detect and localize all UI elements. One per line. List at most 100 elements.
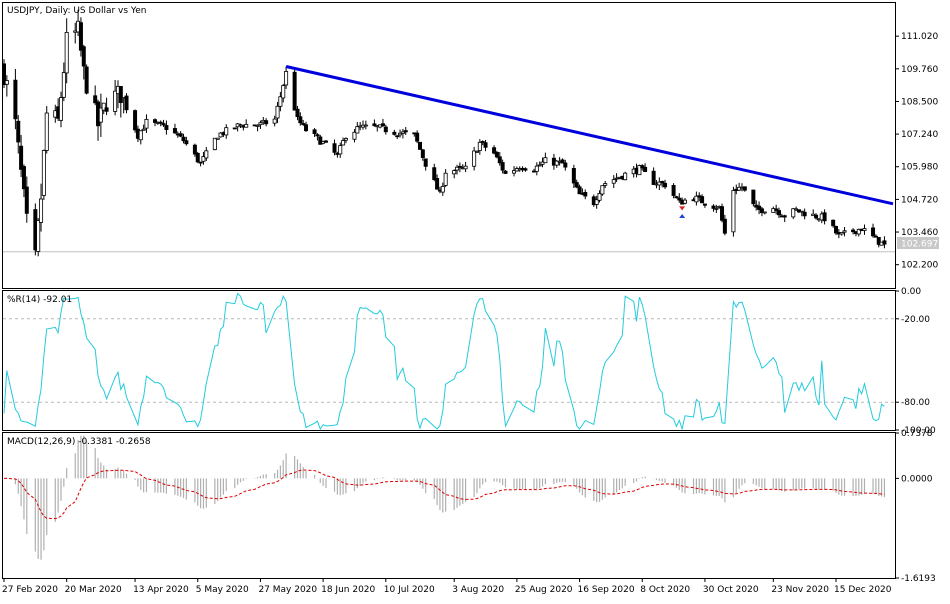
candle bbox=[477, 139, 482, 155]
candle bbox=[563, 159, 568, 171]
time-tick-label: 18 Jun 2020 bbox=[321, 585, 375, 595]
candle bbox=[295, 105, 300, 121]
candle bbox=[791, 207, 796, 220]
candle bbox=[751, 189, 756, 207]
candle bbox=[195, 151, 200, 164]
candle bbox=[694, 191, 699, 206]
candle bbox=[2, 59, 7, 89]
candle bbox=[144, 114, 149, 133]
candle bbox=[497, 152, 502, 166]
candle bbox=[36, 218, 41, 257]
candle bbox=[315, 133, 320, 141]
price-tick-label: 107.240 bbox=[901, 130, 938, 140]
candle bbox=[583, 189, 588, 200]
candle bbox=[238, 123, 243, 128]
candle bbox=[799, 210, 804, 217]
candle bbox=[700, 194, 705, 204]
candle bbox=[312, 128, 317, 138]
candle bbox=[540, 157, 545, 168]
candle bbox=[278, 91, 283, 112]
sell-arrow-icon bbox=[679, 206, 686, 211]
price-tick-label: 109.760 bbox=[901, 65, 938, 75]
williams-tick-label: -100.00 bbox=[901, 426, 936, 436]
candle bbox=[503, 170, 508, 175]
candle bbox=[338, 142, 343, 158]
candle bbox=[264, 118, 269, 127]
candle bbox=[400, 128, 405, 139]
candle bbox=[597, 190, 602, 203]
candle bbox=[224, 124, 229, 139]
candle bbox=[802, 208, 807, 220]
candle bbox=[363, 120, 368, 130]
candle bbox=[862, 224, 867, 235]
time-tick-label: 5 May 2020 bbox=[196, 585, 249, 595]
candle bbox=[782, 214, 787, 222]
candle bbox=[98, 93, 103, 137]
candle bbox=[298, 112, 303, 126]
candle bbox=[512, 166, 517, 177]
candle bbox=[372, 119, 377, 127]
candle bbox=[623, 171, 628, 181]
macd-panel bbox=[2, 432, 896, 579]
candle bbox=[153, 118, 158, 127]
time-tick-label: 10 Jul 2020 bbox=[384, 585, 435, 595]
candle bbox=[851, 228, 856, 235]
candle bbox=[443, 169, 448, 188]
candle bbox=[215, 137, 220, 140]
candle bbox=[777, 207, 782, 219]
candle bbox=[318, 134, 323, 145]
candle bbox=[415, 130, 420, 144]
candle bbox=[181, 133, 186, 144]
trade-arrows bbox=[679, 206, 686, 219]
price-tick-label: 102.200 bbox=[901, 261, 938, 271]
candle bbox=[21, 164, 26, 198]
candle bbox=[61, 62, 66, 102]
candle bbox=[577, 184, 582, 195]
candle bbox=[611, 175, 616, 189]
candle bbox=[474, 150, 479, 153]
candle bbox=[574, 179, 579, 189]
candle bbox=[594, 195, 599, 209]
candle bbox=[711, 204, 716, 212]
candlestick-series bbox=[2, 9, 887, 257]
candle bbox=[682, 197, 687, 205]
candle bbox=[435, 174, 440, 190]
candle bbox=[81, 44, 86, 80]
williams-tick-label: -80.00 bbox=[901, 398, 930, 408]
price-tick-label: 104.720 bbox=[901, 195, 938, 205]
candle bbox=[178, 131, 183, 138]
candle bbox=[731, 186, 736, 237]
candle bbox=[392, 129, 397, 136]
candle bbox=[292, 68, 297, 111]
candle bbox=[534, 162, 539, 176]
candle bbox=[284, 66, 289, 89]
candle bbox=[722, 214, 727, 236]
resistance-trendline[interactable] bbox=[285, 65, 894, 206]
candle bbox=[637, 164, 642, 176]
candle bbox=[304, 121, 309, 132]
candle bbox=[124, 93, 129, 114]
candle bbox=[455, 164, 460, 175]
candle bbox=[757, 201, 762, 215]
price-tick-label: 111.020 bbox=[901, 32, 938, 42]
candle bbox=[133, 109, 138, 133]
candle bbox=[603, 181, 608, 189]
time-tick-label: 20 Mar 2020 bbox=[65, 585, 122, 595]
candle bbox=[164, 120, 169, 135]
candle bbox=[523, 167, 528, 172]
candle bbox=[871, 223, 876, 238]
williams-panel bbox=[2, 290, 896, 431]
candle bbox=[113, 79, 118, 116]
candle bbox=[352, 129, 357, 143]
time-tick-label: 15 Dec 2020 bbox=[834, 585, 892, 595]
price-panel bbox=[2, 2, 896, 289]
candle bbox=[41, 149, 46, 200]
candle bbox=[492, 145, 497, 155]
candle bbox=[417, 141, 422, 150]
candle bbox=[184, 136, 189, 146]
williams-tick-label: -20.00 bbox=[901, 315, 930, 325]
candle bbox=[554, 159, 559, 168]
candle bbox=[383, 124, 388, 135]
price-chart-title: USDJPY, Daily: US Dollar vs Yen bbox=[7, 6, 146, 16]
